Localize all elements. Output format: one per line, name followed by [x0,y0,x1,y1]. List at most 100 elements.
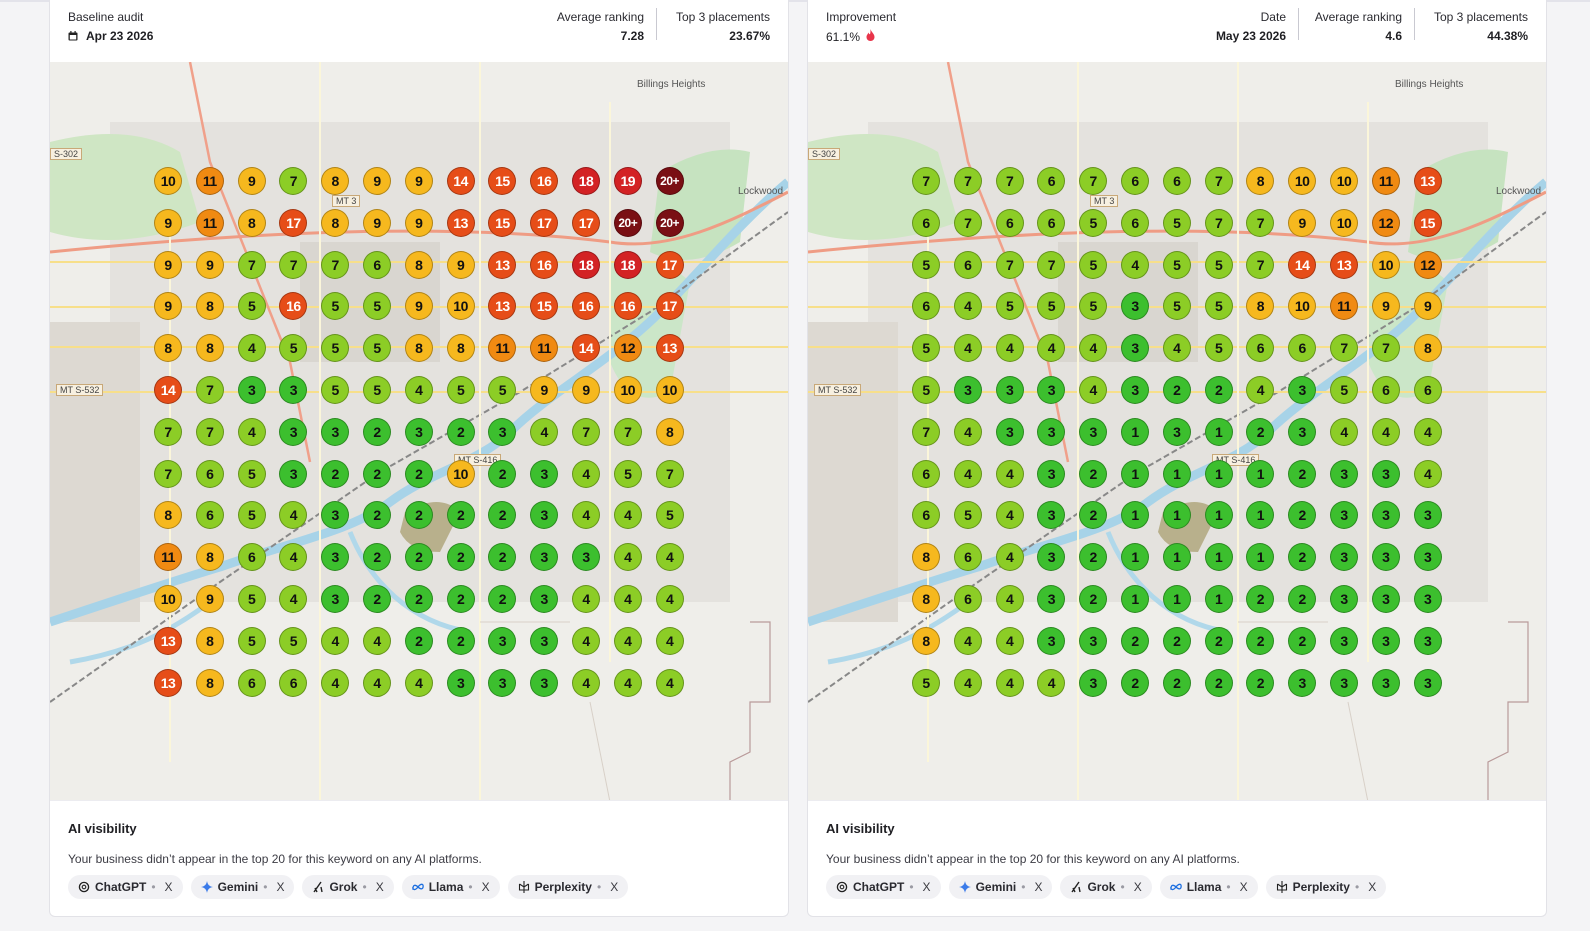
rank-pin[interactable]: 2 [446,417,475,446]
rank-pin[interactable]: 2 [404,626,433,655]
rank-pin[interactable]: 2 [1121,626,1149,655]
rank-pin[interactable]: 8 [655,417,684,446]
ai-platform-chip[interactable]: Grok • X [302,875,394,899]
rank-pin[interactable]: 6 [1121,167,1149,195]
rank-pin[interactable]: 6 [279,668,308,697]
rank-pin[interactable]: 6 [995,208,1024,237]
rank-pin[interactable]: 3 [488,626,517,655]
rank-pin[interactable]: 3 [1037,501,1066,530]
rank-pin[interactable]: 5 [655,501,684,530]
rank-pin[interactable]: 7 [953,167,982,195]
rank-pin[interactable]: 3 [995,376,1024,404]
rank-pin[interactable]: 8 [912,585,940,613]
rank-pin[interactable]: 10 [1330,208,1358,237]
rank-pin[interactable]: 6 [195,459,224,488]
rank-pin[interactable]: 6 [1037,167,1066,195]
rank-pin[interactable]: 13 [488,292,517,321]
rank-pin[interactable]: 3 [1330,585,1358,613]
rank-pin[interactable]: 2 [446,626,475,655]
rank-pin[interactable]: 1 [1204,543,1233,572]
rank-pin[interactable]: 7 [154,417,182,446]
rank-pin[interactable]: 3 [1413,543,1442,572]
rank-pin[interactable]: 3 [1162,417,1191,446]
rank-pin[interactable]: 1 [1246,501,1275,530]
rank-pin[interactable]: 3 [404,417,433,446]
rank-pin[interactable]: 2 [1079,585,1108,613]
rank-pin[interactable]: 5 [912,250,940,279]
rank-pin[interactable]: 1 [1204,501,1233,530]
rank-pin[interactable]: 6 [1037,208,1066,237]
rank-pin[interactable]: 3 [1121,376,1149,404]
rank-pin[interactable]: 1 [1121,585,1149,613]
rank-pin[interactable]: 3 [1371,543,1400,572]
rank-pin[interactable]: 5 [1204,292,1233,321]
rank-pin[interactable]: 2 [363,417,391,446]
rank-pin[interactable]: 2 [363,585,391,613]
rank-pin[interactable]: 3 [1371,626,1400,655]
rank-pin[interactable]: 3 [321,501,350,530]
rank-pin[interactable]: 16 [530,167,559,195]
rank-pin[interactable]: 3 [1371,668,1400,697]
rank-pin[interactable]: 3 [1121,292,1149,321]
rank-pin[interactable]: 2 [488,543,517,572]
rank-pin[interactable]: 9 [1288,208,1317,237]
rank-pin[interactable]: 3 [1079,417,1108,446]
rank-pin[interactable]: 14 [154,376,182,404]
rank-pin[interactable]: 8 [195,334,224,363]
rank-pin[interactable]: 4 [995,334,1024,363]
rank-pin[interactable]: 8 [154,501,182,530]
rank-pin[interactable]: 13 [154,668,182,697]
rank-pin[interactable]: 3 [279,417,308,446]
rank-pin[interactable]: 3 [1413,585,1442,613]
rank-pin[interactable]: 2 [1288,585,1317,613]
rank-pin[interactable]: 10 [613,376,642,404]
rank-pin[interactable]: 11 [1371,167,1400,195]
rank-pin[interactable]: 3 [1371,501,1400,530]
rank-pin[interactable]: 16 [530,250,559,279]
rank-pin[interactable]: 4 [237,334,266,363]
rank-pin[interactable]: 6 [953,585,982,613]
rank-pin[interactable]: 2 [1246,417,1275,446]
rank-pin[interactable]: 4 [1246,376,1275,404]
rank-pin[interactable]: 2 [1288,459,1317,488]
rank-pin[interactable]: 2 [1079,543,1108,572]
rank-pin[interactable]: 4 [572,459,600,488]
rank-pin[interactable]: 17 [279,208,308,237]
rank-pin[interactable]: 1 [1204,585,1233,613]
rank-pin[interactable]: 5 [1162,250,1191,279]
rank-pin[interactable]: 5 [995,292,1024,321]
rank-pin[interactable]: 2 [404,459,433,488]
rank-pin[interactable]: 4 [279,585,308,613]
rank-pin[interactable]: 5 [953,501,982,530]
ai-platform-chip[interactable]: ChatGPT • X [826,875,941,899]
rank-pin[interactable]: 1 [1121,459,1149,488]
rank-pin[interactable]: 8 [1246,167,1275,195]
rank-pin[interactable]: 3 [530,626,559,655]
rank-pin[interactable]: 14 [446,167,475,195]
rank-pin[interactable]: 4 [321,668,350,697]
rank-pin[interactable]: 5 [1330,376,1358,404]
rank-pin[interactable]: 4 [1413,417,1442,446]
rank-pin[interactable]: 2 [1246,668,1275,697]
rank-pin[interactable]: 2 [446,585,475,613]
rank-pin[interactable]: 7 [1371,334,1400,363]
rank-pin[interactable]: 3 [1330,543,1358,572]
rank-pin[interactable]: 4 [404,668,433,697]
rank-pin[interactable]: 20+ [655,208,684,237]
rank-pin[interactable]: 13 [154,626,182,655]
rank-pin[interactable]: 2 [404,543,433,572]
rank-pin[interactable]: 5 [321,334,350,363]
rank-pin[interactable]: 9 [195,585,224,613]
rank-pin[interactable]: 9 [363,167,391,195]
rank-pin[interactable]: 4 [1413,459,1442,488]
rank-pin[interactable]: 3 [1288,376,1317,404]
rank-pin[interactable]: 6 [1162,167,1191,195]
rank-pin[interactable]: 13 [1330,250,1358,279]
rank-pin[interactable]: 4 [279,543,308,572]
rank-pin[interactable]: 3 [1037,459,1066,488]
rank-pin[interactable]: 9 [1371,292,1400,321]
rank-pin[interactable]: 3 [1037,626,1066,655]
rank-pin[interactable]: 5 [363,376,391,404]
rank-pin[interactable]: 3 [1413,626,1442,655]
rank-pin[interactable]: 3 [1037,585,1066,613]
